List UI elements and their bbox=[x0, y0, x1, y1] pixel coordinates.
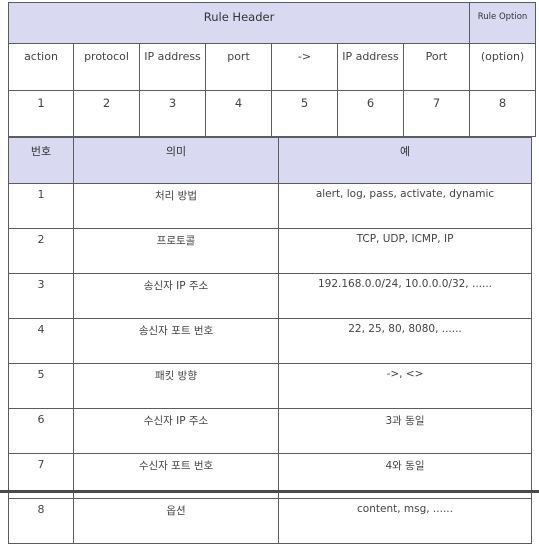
field-cell: Port bbox=[402, 43, 471, 91]
row-number: 4 bbox=[8, 318, 74, 364]
field-cell: (option) bbox=[469, 43, 537, 91]
number-cell: 4 bbox=[205, 90, 272, 137]
rule-option-cell: Rule Option bbox=[469, 2, 537, 44]
row-example: 192.168.0.0/24, 10.0.0.0/32, ...... bbox=[278, 273, 532, 319]
description-header-row: 번호 의미 예 bbox=[8, 137, 532, 184]
rule-header-cell: Rule Header bbox=[7, 2, 471, 44]
row-example: content, msg, ...... bbox=[278, 498, 532, 544]
rule-structure-table: Rule Header Rule Option action protocol … bbox=[7, 2, 537, 137]
number-cell: 8 bbox=[469, 90, 537, 137]
field-cell: action bbox=[8, 43, 74, 91]
row-example: alert, log, pass, activate, dynamic bbox=[278, 183, 532, 229]
number-cell: 5 bbox=[271, 90, 338, 137]
rule-fields-row: action protocol IP address port -> IP ad… bbox=[8, 43, 537, 91]
field-cell: IP address bbox=[337, 43, 404, 91]
table-row: 4 송신자 포트 번호 22, 25, 80, 8080, ...... bbox=[8, 318, 532, 364]
row-number: 5 bbox=[8, 363, 74, 409]
row-meaning: 수신자 IP 주소 bbox=[73, 408, 279, 454]
table-row: 5 패킷 방향 ->, <> bbox=[8, 363, 532, 409]
number-cell: 1 bbox=[8, 90, 74, 137]
row-example: ->, <> bbox=[278, 363, 532, 409]
row-number: 6 bbox=[8, 408, 74, 454]
field-cell: port bbox=[205, 43, 272, 91]
row-example: 22, 25, 80, 8080, ...... bbox=[278, 318, 532, 364]
table-row: 3 송신자 IP 주소 192.168.0.0/24, 10.0.0.0/32,… bbox=[8, 273, 532, 319]
column-header-meaning: 의미 bbox=[73, 137, 279, 184]
number-cell: 6 bbox=[337, 90, 404, 137]
number-cell: 7 bbox=[402, 90, 471, 137]
row-meaning: 송신자 포트 번호 bbox=[73, 318, 279, 364]
column-header-number: 번호 bbox=[8, 137, 74, 184]
row-number: 2 bbox=[8, 228, 74, 274]
table-row: 1 처리 방법 alert, log, pass, activate, dyna… bbox=[8, 183, 532, 229]
field-cell: protocol bbox=[73, 43, 140, 91]
row-number: 1 bbox=[8, 183, 74, 229]
row-meaning: 처리 방법 bbox=[73, 183, 279, 229]
column-header-example: 예 bbox=[278, 137, 532, 184]
rule-description-table: 번호 의미 예 1 처리 방법 alert, log, pass, activa… bbox=[8, 137, 532, 544]
row-meaning: 송신자 IP 주소 bbox=[73, 273, 279, 319]
row-example: 3과 동일 bbox=[278, 408, 532, 454]
row-number: 8 bbox=[8, 498, 74, 544]
rule-numbers-row: 1 2 3 4 5 6 7 8 bbox=[8, 90, 537, 137]
number-cell: 3 bbox=[139, 90, 206, 137]
table-row: 8 옵션 content, msg, ...... bbox=[8, 498, 532, 544]
rule-header-row: Rule Header Rule Option bbox=[7, 2, 537, 44]
table-row: 2 프로토콜 TCP, UDP, ICMP, IP bbox=[8, 228, 532, 274]
row-number: 3 bbox=[8, 273, 74, 319]
bottom-divider bbox=[0, 490, 539, 493]
field-cell: -> bbox=[271, 43, 338, 91]
row-meaning: 패킷 방향 bbox=[73, 363, 279, 409]
row-meaning: 옵션 bbox=[73, 498, 279, 544]
row-example: TCP, UDP, ICMP, IP bbox=[278, 228, 532, 274]
row-meaning: 프로토콜 bbox=[73, 228, 279, 274]
table-row: 6 수신자 IP 주소 3과 동일 bbox=[8, 408, 532, 454]
number-cell: 2 bbox=[73, 90, 140, 137]
field-cell: IP address bbox=[139, 43, 206, 91]
